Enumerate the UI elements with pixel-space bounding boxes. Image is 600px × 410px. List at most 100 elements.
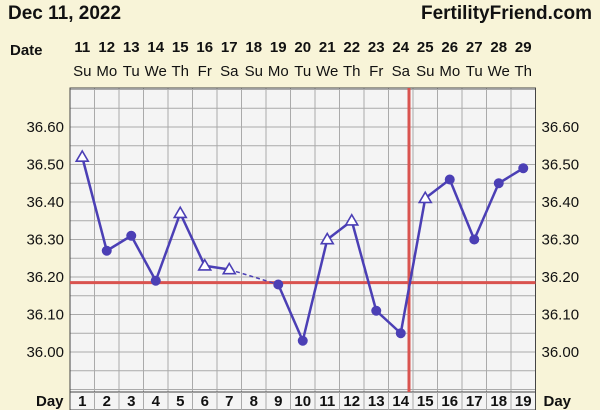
cycle-day-label: 16	[441, 393, 458, 410]
cycle-day-label: 5	[176, 393, 184, 410]
date-label: 22	[343, 39, 360, 56]
cycle-day-label: 12	[343, 393, 360, 410]
weekday-label: We	[488, 63, 510, 80]
date-label: 14	[147, 39, 164, 56]
data-point-triangle	[74, 149, 90, 162]
y-tick-right: 36.50	[542, 157, 580, 174]
cycle-day-label: 4	[152, 393, 161, 410]
weekday-label: Mo	[268, 63, 289, 80]
y-tick-right: 36.00	[542, 344, 580, 361]
cycle-day-row: Day 1 2 3 4 5 6 7 8 9 10 11 12 13 14 15 16 17 18 19 Day	[36, 391, 572, 410]
series-segment	[473, 182, 500, 240]
data-point-circle	[518, 163, 529, 174]
data-point-circle	[469, 234, 480, 245]
cycle-day-label: 7	[225, 393, 233, 410]
series-segment	[424, 178, 451, 200]
y-tick-left: 36.00	[26, 344, 64, 361]
day-row-label: Day	[36, 393, 64, 410]
y-tick-right: 36.20	[542, 269, 580, 286]
weekday-label: Su	[73, 63, 91, 80]
reference-lines	[70, 88, 536, 392]
y-axis-left: 36.00 36.10 36.20 36.30 36.40 36.50 36.60	[26, 119, 64, 361]
data-point-circle	[444, 174, 455, 185]
weekday-label: Th	[343, 63, 361, 80]
temperature-series	[74, 149, 529, 346]
date-label: 16	[196, 39, 213, 56]
date-label: 29	[515, 39, 532, 56]
data-point-circle	[297, 335, 308, 346]
date-label: 23	[368, 39, 385, 56]
series-segment	[130, 235, 157, 282]
date-label: 17	[221, 39, 238, 56]
weekday-label: Th	[171, 63, 189, 80]
y-tick-left: 36.20	[26, 269, 64, 286]
weekday-label: We	[316, 63, 338, 80]
cycle-day-label: 2	[103, 393, 111, 410]
weekday-label: Fr	[198, 63, 212, 80]
data-point-circle	[126, 230, 137, 241]
day-row-band	[69, 391, 536, 410]
cycle-day-label: 10	[294, 393, 311, 410]
data-point-circle	[101, 245, 112, 256]
date-label: 28	[490, 39, 507, 56]
date-label: 15	[172, 39, 189, 56]
data-point-circle	[371, 305, 382, 316]
cycle-day-label: 17	[466, 393, 483, 410]
cycle-day-label: 6	[201, 393, 209, 410]
weekday-label: Su	[245, 63, 263, 80]
date-label: 26	[441, 39, 458, 56]
y-tick-left: 36.40	[26, 194, 64, 211]
cycle-day-label: 13	[368, 393, 385, 410]
weekday-label: Sa	[392, 63, 411, 80]
data-point-triangle	[417, 190, 433, 204]
weekday-label: Mo	[439, 63, 460, 80]
date-label: 19	[270, 39, 287, 56]
date-header: Date 11 12 13 14 15 16 17 18 19 20 21 22 23 24 25 26 27 28…	[10, 39, 532, 80]
weekday-label: Su	[416, 63, 434, 80]
cycle-day-label: 8	[250, 393, 258, 410]
data-point-triangle	[197, 258, 213, 271]
brand-name: FertilityFriend.com	[420, 3, 592, 24]
data-point-circle	[273, 279, 284, 290]
series-segment	[154, 212, 182, 282]
data-point-circle	[150, 275, 161, 286]
weekday-label: Tu	[123, 63, 140, 80]
cycle-day-label: 19	[515, 393, 532, 410]
y-tick-right: 36.60	[542, 119, 580, 136]
date-label: 20	[294, 39, 311, 56]
series-segment	[179, 212, 206, 267]
cycle-day-label: 3	[127, 393, 135, 410]
data-point-triangle	[344, 213, 360, 226]
data-point-circle	[493, 178, 504, 189]
date-row-label: Date	[10, 42, 43, 59]
cycle-day-label: 14	[392, 393, 409, 410]
data-point-circle	[395, 328, 406, 339]
y-tick-right: 36.30	[542, 232, 580, 249]
series-segment	[399, 198, 427, 334]
series-segment	[350, 220, 378, 312]
y-tick-left: 36.10	[26, 307, 64, 324]
date-label: 25	[417, 39, 434, 56]
y-tick-left: 36.60	[26, 119, 64, 136]
date-label: 18	[245, 39, 262, 56]
data-point-triangle	[319, 231, 335, 245]
weekday-label: Sa	[220, 63, 239, 80]
date-label: 21	[319, 39, 336, 56]
weekday-label: Fr	[369, 63, 383, 80]
y-tick-left: 36.30	[26, 232, 64, 249]
cycle-day-label: 18	[490, 393, 507, 410]
y-tick-right: 36.40	[542, 194, 580, 211]
y-tick-right: 36.10	[542, 307, 580, 324]
date-label: 11	[74, 39, 90, 56]
date-label: 13	[123, 39, 140, 56]
data-point-triangle	[172, 205, 188, 219]
cycle-day-label: 15	[417, 393, 434, 410]
series-segment	[277, 284, 304, 342]
series-segment-dashed	[229, 268, 279, 286]
date-label: 27	[466, 39, 483, 56]
chart-date: Dec 11, 2022	[8, 3, 122, 24]
day-row-label-right: Day	[544, 393, 572, 410]
date-label: 12	[98, 39, 115, 56]
weekday-label: Tu	[294, 63, 311, 80]
series-segment	[301, 239, 329, 342]
